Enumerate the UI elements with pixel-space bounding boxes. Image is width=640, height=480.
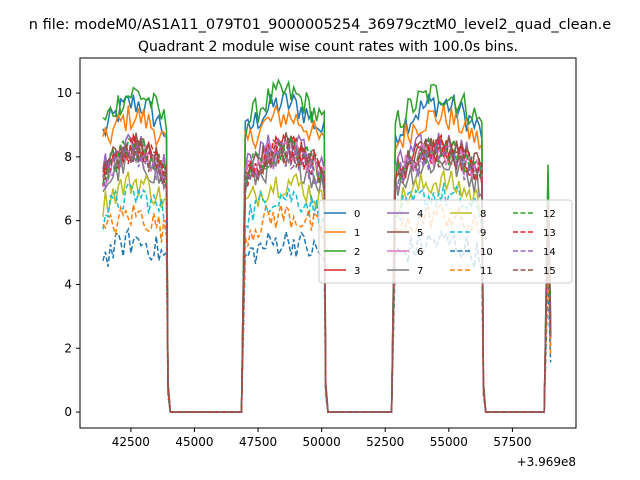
series-line-1	[102, 103, 552, 413]
y-tick-label: 10	[57, 86, 72, 100]
legend-label: 15	[543, 266, 556, 277]
series-line-11	[102, 202, 552, 413]
series-line-8	[102, 168, 552, 413]
legend-label: 8	[480, 209, 486, 220]
legend-label: 0	[354, 209, 360, 220]
x-tick-label: 42500	[112, 435, 150, 449]
figure-suptitle: n file: modeM0/AS1A11_079T01_9000005254_…	[29, 17, 612, 33]
legend-box	[318, 199, 573, 284]
y-tick-label: 6	[64, 214, 72, 228]
series-line-15	[102, 138, 552, 413]
legend-label: 9	[480, 228, 486, 239]
x-tick-label: 45000	[175, 435, 213, 449]
series-line-7	[102, 147, 552, 413]
x-tick-label: 52500	[366, 435, 404, 449]
y-tick-label: 8	[64, 150, 72, 164]
legend-label: 6	[417, 247, 423, 258]
plot-frame	[79, 57, 577, 429]
legend-label: 13	[543, 228, 556, 239]
legend-label: 2	[354, 247, 360, 258]
x-offset-label: +3.969e8	[517, 455, 576, 469]
legend-label: 4	[417, 209, 423, 220]
x-tick-label: 47500	[239, 435, 277, 449]
y-axis: 0 2 4 6 8 10	[57, 86, 80, 419]
legend-label: 11	[480, 266, 493, 277]
x-tick-label: 57500	[493, 435, 531, 449]
y-tick-label: 4	[64, 277, 72, 291]
legend-label: 1	[354, 228, 360, 239]
series-layer	[102, 78, 552, 413]
y-tick-label: 0	[64, 405, 72, 419]
legend-label: 10	[480, 247, 493, 258]
x-axis: 42500 45000 47500 50000 52500 55000 57500	[112, 428, 532, 449]
plot-area: 42500 45000 47500 50000 52500 55000 57500 0 2 4 6…	[57, 57, 577, 469]
x-tick-label: 50000	[303, 435, 341, 449]
y-tick-label: 2	[64, 341, 72, 355]
legend-label: 7	[417, 266, 423, 277]
legend-label: 5	[417, 228, 423, 239]
series-line-2	[102, 78, 552, 413]
series-line-9	[102, 181, 552, 413]
legend-label: 14	[543, 247, 556, 258]
legend-label: 3	[354, 266, 360, 277]
x-tick-label: 55000	[430, 435, 468, 449]
chart-title: Quadrant 2 module wise count rates with …	[138, 39, 518, 55]
legend-label: 12	[543, 209, 556, 220]
